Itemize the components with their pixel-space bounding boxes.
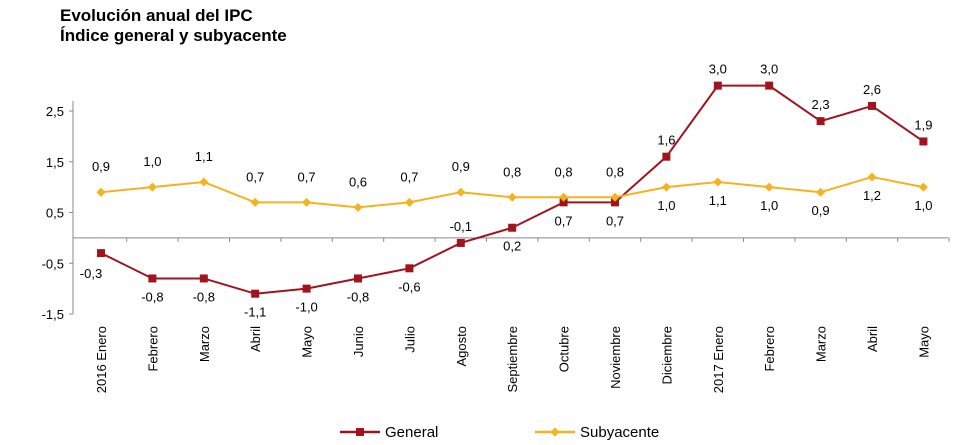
subyacente-point: [302, 197, 312, 207]
general-point: [456, 238, 465, 247]
subyacente-data-label: 0,6: [349, 174, 367, 189]
y-tick-label: 2,5: [46, 104, 64, 119]
general-point: [559, 198, 568, 207]
subyacente-point: [199, 177, 209, 187]
subyacente-data-label: 0,7: [400, 169, 418, 184]
general-data-label: 1,6: [657, 133, 675, 148]
x-tick-label: Septiembre: [505, 326, 520, 392]
subyacente-point: [713, 177, 723, 187]
x-tick-label: 2017 Enero: [711, 326, 726, 393]
x-tick-label: Febrero: [145, 326, 160, 372]
general-point: [662, 152, 671, 161]
general-data-label: -1,0: [295, 300, 317, 315]
legend-marker: [550, 427, 560, 437]
general-point: [251, 289, 260, 298]
x-tick-label: Abril: [865, 326, 880, 352]
subyacente-point: [96, 187, 106, 197]
general-data-label: 3,0: [760, 62, 778, 77]
subyacente-point: [507, 192, 517, 202]
subyacente-point: [353, 202, 363, 212]
subyacente-point: [147, 182, 157, 192]
x-tick-label: Febrero: [762, 326, 777, 372]
subyacente-data-label: 0,7: [298, 169, 316, 184]
y-tick-label: 1,5: [46, 155, 64, 170]
legend-label: General: [385, 424, 438, 441]
general-point: [148, 274, 157, 283]
subyacente-data-label: 1,1: [709, 193, 727, 208]
subyacente-point: [456, 187, 466, 197]
general-point: [868, 101, 876, 110]
subyacente-data-label: 0,8: [606, 164, 624, 179]
general-point: [354, 274, 362, 283]
subyacente-point: [404, 197, 414, 207]
series-line-subyacente: [100, 175, 924, 209]
general-data-label: 0,2: [503, 239, 521, 254]
general-data-label: -0,6: [398, 279, 420, 294]
subyacente-data-label: 0,8: [555, 164, 573, 179]
x-tick-label: Octubre: [557, 326, 572, 372]
general-point: [713, 81, 722, 90]
subyacente-data-label: 1,0: [657, 198, 675, 213]
x-tick-label: Marzo: [814, 326, 829, 362]
y-tick-label: 0,5: [46, 206, 64, 221]
general-point: [611, 198, 619, 207]
general-data-label: -0,8: [347, 289, 369, 304]
x-tick-label: Diciembre: [659, 326, 674, 385]
general-data-label: -0,1: [450, 219, 472, 234]
x-tick-label: Junio: [351, 326, 366, 357]
general-point: [97, 249, 105, 258]
subyacente-data-label: 0,7: [246, 169, 264, 184]
general-point: [199, 274, 208, 283]
legend-marker: [356, 428, 364, 436]
chart-title: Evolución anual del IPC: [60, 6, 253, 25]
subyacente-point: [816, 187, 826, 197]
subyacente-data-label: 1,0: [914, 198, 932, 213]
general-point: [919, 137, 928, 146]
general-data-label: 3,0: [709, 62, 727, 77]
subyacente-data-label: 1,1: [195, 149, 213, 164]
general-data-label: 2,6: [863, 82, 881, 97]
general-data-label: -0,8: [193, 289, 215, 304]
x-tick-label: Mayo: [916, 326, 931, 358]
subyacente-point: [867, 172, 877, 182]
subyacente-data-label: 1,2: [863, 188, 881, 203]
general-point: [765, 81, 774, 90]
y-tick-label: -0,5: [42, 256, 64, 271]
x-tick-label: Agosto: [454, 326, 469, 366]
general-data-label: -1,1: [244, 305, 266, 320]
subyacente-point: [764, 182, 774, 192]
legend-label: Subyacente: [580, 424, 659, 441]
general-point: [816, 117, 825, 126]
subyacente-point: [250, 197, 260, 207]
x-tick-label: Noviembre: [608, 326, 623, 389]
x-tick-label: Julio: [402, 326, 417, 353]
subyacente-point: [661, 182, 671, 192]
chart-subtitle: Índice general y subyacente: [60, 26, 287, 45]
general-data-label: -0,8: [141, 289, 163, 304]
general-data-label: 2,3: [812, 97, 830, 112]
subyacente-point: [918, 182, 928, 192]
x-tick-label: 2016 Enero: [94, 326, 109, 393]
general-point: [302, 284, 311, 293]
x-tick-label: Abril: [248, 326, 263, 352]
general-point: [508, 223, 517, 232]
subyacente-point: [610, 192, 620, 202]
general-data-label: -0,3: [80, 266, 102, 281]
subyacente-point: [559, 192, 569, 202]
general-data-label: 0,7: [606, 213, 624, 228]
subyacente-data-label: 0,8: [503, 164, 521, 179]
general-point: [405, 264, 414, 273]
subyacente-data-label: 1,0: [760, 198, 778, 213]
subyacente-data-label: 0,9: [812, 203, 830, 218]
subyacente-data-label: 0,9: [452, 159, 470, 174]
general-data-label: 0,7: [555, 213, 573, 228]
subyacente-data-label: 0,9: [92, 159, 110, 174]
y-tick-label: -1,5: [42, 307, 64, 322]
general-data-label: 1,9: [914, 117, 932, 132]
subyacente-data-label: 1,0: [143, 154, 161, 169]
x-tick-label: Mayo: [300, 326, 315, 358]
x-tick-label: Marzo: [197, 326, 212, 362]
